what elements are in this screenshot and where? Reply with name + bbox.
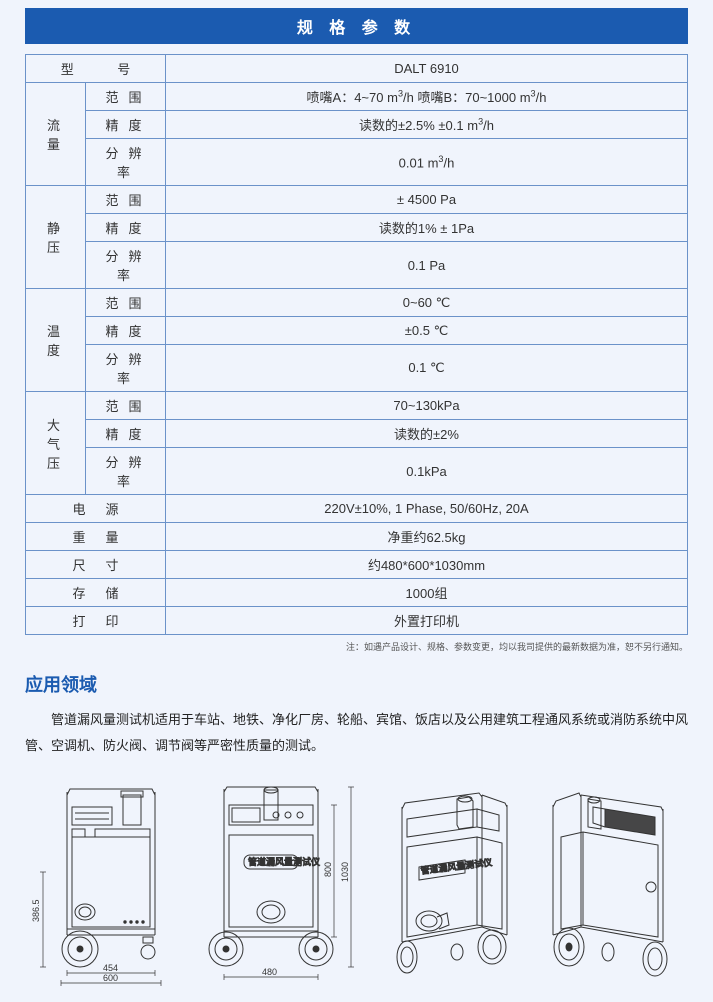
drawings-area: 386.5 454 600	[25, 777, 688, 987]
dim-w2: 480	[262, 967, 277, 977]
device-label-1: 管道漏风量测试仪	[248, 856, 320, 867]
drawing-side: 386.5 454 600	[25, 777, 190, 987]
group-静压: 静压	[26, 186, 86, 289]
group-温度: 温度	[26, 289, 86, 392]
drawing-persp-right	[533, 787, 688, 987]
dim-h1: 386.5	[31, 899, 41, 922]
drawing-front: 管道漏风量测试仪	[196, 777, 371, 987]
dim-h-outer: 1030	[340, 862, 350, 882]
dim-w-outer: 600	[103, 973, 118, 983]
header-title: 规 格 参 数	[25, 8, 688, 44]
section-title: 应用领域	[25, 671, 688, 697]
group-大气压: 大气压	[26, 392, 86, 495]
dim-w-inner: 454	[103, 963, 118, 973]
spec-table: 型 号DALT 6910流量范围喷嘴A：4~70 m3/h 喷嘴B：70~100…	[25, 54, 688, 635]
group-流量: 流量	[26, 83, 86, 186]
footnote: 注：如遇产品设计、规格、参数变更，均以我司提供的最新数据为准，恕不另行通知。	[25, 640, 688, 653]
dim-h-inner: 800	[323, 862, 333, 877]
drawing-persp-left: 管道漏风量测试仪	[377, 787, 527, 987]
application-text: 管道漏风量测试机适用于车站、地铁、净化厂房、轮船、宾馆、饭店以及公用建筑工程通风…	[25, 707, 688, 759]
